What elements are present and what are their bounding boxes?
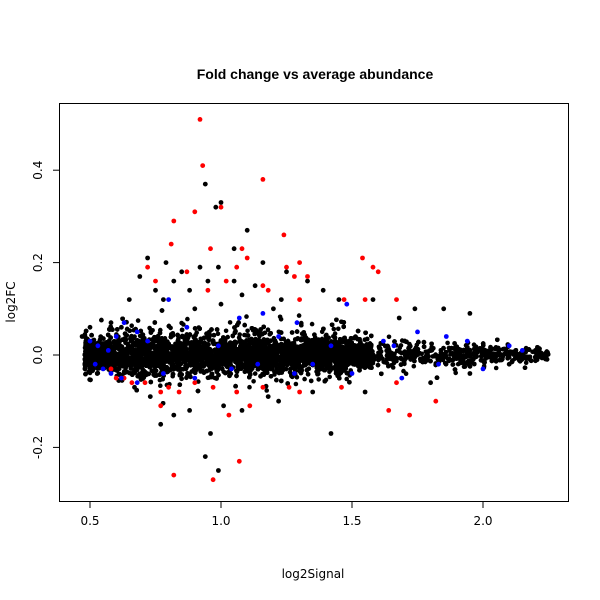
point xyxy=(522,365,528,371)
point xyxy=(299,322,304,328)
point xyxy=(214,376,219,381)
point xyxy=(264,388,270,393)
point xyxy=(223,328,229,334)
point xyxy=(403,371,409,377)
point xyxy=(296,313,302,318)
point xyxy=(445,340,450,346)
point xyxy=(298,337,304,343)
point xyxy=(278,330,284,335)
point xyxy=(334,317,339,323)
point xyxy=(316,377,322,382)
point xyxy=(344,376,350,382)
point xyxy=(493,365,499,371)
point xyxy=(179,327,185,333)
point xyxy=(343,338,348,343)
point xyxy=(242,322,247,328)
point xyxy=(331,326,337,332)
point xyxy=(158,383,163,389)
chart-title: Fold change vs average abundance xyxy=(197,66,434,82)
point xyxy=(244,314,249,319)
point xyxy=(247,384,252,390)
point xyxy=(305,372,311,377)
point xyxy=(347,380,352,385)
point xyxy=(237,332,242,337)
point xyxy=(294,336,300,342)
point xyxy=(302,376,307,382)
point xyxy=(336,326,341,332)
point xyxy=(429,341,434,347)
point xyxy=(299,364,304,370)
point xyxy=(245,328,250,334)
point xyxy=(398,362,404,367)
point xyxy=(308,378,314,384)
point xyxy=(309,321,315,327)
point xyxy=(130,370,136,375)
point xyxy=(452,341,457,346)
point xyxy=(386,334,392,340)
point xyxy=(264,340,270,345)
point xyxy=(252,331,257,337)
point xyxy=(294,375,300,380)
point xyxy=(268,331,274,336)
point xyxy=(227,320,233,325)
point xyxy=(179,320,184,326)
point xyxy=(129,323,134,329)
point xyxy=(495,337,500,343)
point xyxy=(523,360,529,366)
point xyxy=(225,334,230,340)
point xyxy=(324,332,329,338)
point xyxy=(88,377,93,383)
point xyxy=(450,362,456,367)
point xyxy=(99,317,104,323)
point xyxy=(215,331,221,337)
point-cloud-dense xyxy=(82,308,551,406)
point xyxy=(375,362,381,368)
point xyxy=(185,316,190,322)
point xyxy=(251,379,256,384)
point xyxy=(277,314,283,320)
point xyxy=(327,374,333,380)
point xyxy=(192,326,198,331)
point xyxy=(472,346,477,352)
point xyxy=(411,363,417,369)
point xyxy=(135,318,141,323)
point xyxy=(234,368,239,373)
point xyxy=(268,338,274,344)
point xyxy=(378,353,384,359)
point xyxy=(252,371,258,376)
point xyxy=(289,330,295,335)
point xyxy=(265,327,271,333)
point xyxy=(293,381,299,387)
point xyxy=(179,376,184,382)
point xyxy=(274,377,279,383)
points-layer xyxy=(79,117,551,483)
